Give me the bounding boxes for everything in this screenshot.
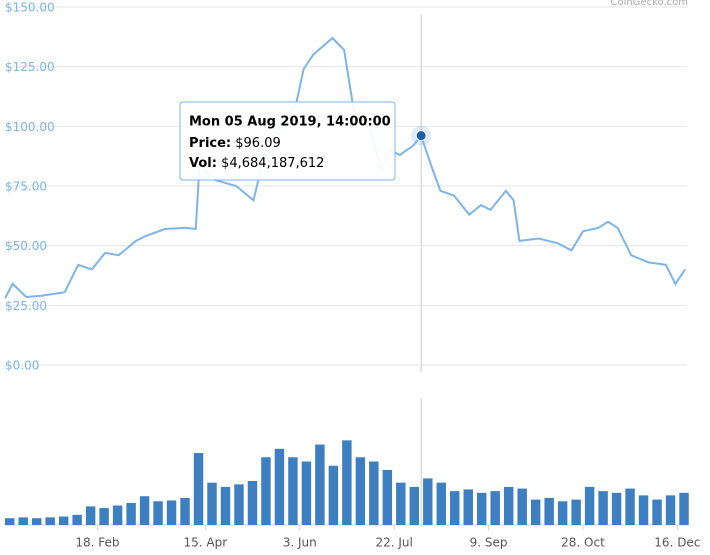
volume-bar bbox=[18, 517, 28, 525]
volume-bar bbox=[261, 457, 271, 525]
volume-bar bbox=[45, 517, 55, 525]
volume-bar bbox=[274, 448, 285, 525]
volume-bar bbox=[166, 500, 177, 525]
volume-bar bbox=[477, 492, 487, 525]
tooltip: Mon 05 Aug 2019, 14:00:00 Price: $96.09 … bbox=[179, 101, 396, 181]
volume-bar bbox=[180, 497, 190, 525]
volume-bar bbox=[126, 502, 136, 525]
y-tick-label: $100.00 bbox=[5, 120, 55, 134]
volume-bar bbox=[409, 486, 420, 525]
volume-bar bbox=[490, 491, 500, 525]
volume-bar bbox=[382, 469, 393, 525]
volume-bar bbox=[598, 491, 608, 525]
volume-bar bbox=[234, 484, 244, 525]
volume-bar bbox=[288, 457, 298, 525]
y-tick-label: $25.00 bbox=[5, 299, 47, 313]
volume-bar bbox=[139, 496, 150, 525]
y-tick-label: $50.00 bbox=[5, 239, 47, 253]
volume-bar bbox=[517, 488, 527, 525]
tooltip-vol-value: $4,684,187,612 bbox=[221, 156, 324, 171]
x-tick-label: 22. Jul bbox=[375, 536, 412, 550]
y-tick-label: $0.00 bbox=[5, 359, 39, 373]
hover-point bbox=[415, 130, 427, 142]
volume-bar bbox=[571, 499, 581, 525]
volume-bar bbox=[638, 495, 649, 525]
tooltip-box bbox=[179, 101, 396, 181]
volume-bar bbox=[679, 492, 689, 525]
volume-bar bbox=[396, 482, 406, 525]
volume-bar bbox=[99, 508, 109, 525]
volume-bar bbox=[450, 491, 460, 525]
volume-bar bbox=[665, 495, 676, 525]
volume-bar bbox=[328, 465, 339, 525]
volume-bar bbox=[31, 518, 42, 525]
tooltip-price-value: $96.09 bbox=[235, 136, 281, 151]
tooltip-title: Mon 05 Aug 2019, 14:00:00 bbox=[189, 115, 391, 130]
volume-bar bbox=[369, 461, 379, 525]
volume-bar bbox=[503, 486, 514, 525]
volume-bar bbox=[355, 457, 366, 525]
watermark: CoinGecko.com bbox=[610, 0, 688, 8]
y-tick-label: $125.00 bbox=[5, 60, 55, 74]
tooltip-price-label: Price: bbox=[189, 136, 231, 151]
y-tick-label: $150.00 bbox=[5, 1, 55, 15]
volume-bar bbox=[436, 482, 446, 525]
x-tick-label: 3. Jun bbox=[283, 536, 317, 550]
volume-bar bbox=[544, 497, 554, 525]
volume-bar bbox=[247, 480, 258, 525]
volume-bar bbox=[423, 478, 433, 525]
y-tick-label: $75.00 bbox=[5, 180, 47, 194]
tooltip-vol: Vol: $4,684,187,612 bbox=[189, 156, 324, 171]
volume-bar bbox=[611, 492, 622, 525]
volume-bar bbox=[652, 499, 662, 525]
volume-bar bbox=[625, 488, 635, 525]
volume-bar bbox=[193, 453, 204, 525]
volume-bar bbox=[584, 486, 595, 525]
volume-bar bbox=[557, 501, 568, 525]
volume-bar bbox=[85, 506, 96, 525]
volume-bar bbox=[463, 489, 473, 525]
x-tick-label: 16. Dec bbox=[654, 536, 700, 550]
x-tick-label: 15. Apr bbox=[184, 536, 228, 550]
x-tick-label: 18. Feb bbox=[75, 536, 119, 550]
tooltip-price: Price: $96.09 bbox=[189, 136, 281, 151]
volume-bar bbox=[315, 444, 325, 525]
volume-bar bbox=[220, 486, 231, 525]
x-tick-label: 9. Sep bbox=[470, 536, 508, 550]
volume-bar bbox=[153, 501, 163, 525]
volume-bar bbox=[112, 505, 123, 525]
volume-bar bbox=[207, 482, 217, 525]
x-tick-label: 28. Oct bbox=[561, 536, 605, 550]
volume-bar bbox=[72, 514, 82, 525]
volume-bar bbox=[301, 461, 312, 525]
tooltip-vol-label: Vol: bbox=[189, 156, 217, 171]
volume-bar bbox=[342, 440, 352, 525]
volume-bar bbox=[58, 516, 69, 525]
volume-bar bbox=[530, 499, 541, 525]
volume-bar bbox=[5, 518, 15, 525]
